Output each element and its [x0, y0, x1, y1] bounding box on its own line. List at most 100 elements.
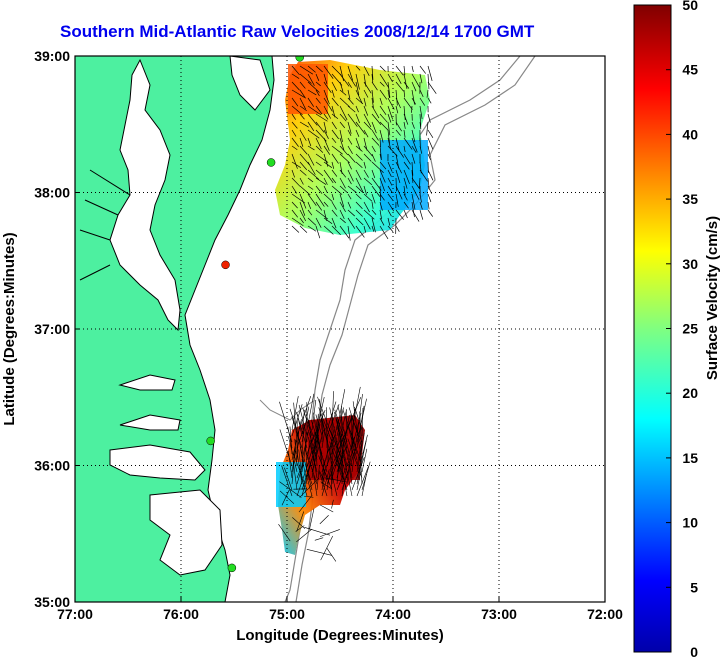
velocity-vector [288, 450, 293, 479]
velocity-vector [296, 451, 303, 485]
velocity-vector [291, 97, 299, 107]
velocity-vector [363, 121, 372, 131]
velocity-vector [371, 177, 382, 191]
velocity-vector [403, 137, 413, 150]
velocity-vector [356, 466, 369, 497]
velocity-vector [347, 161, 352, 170]
velocity-vector [346, 396, 362, 431]
velocity-vector [395, 81, 404, 92]
velocity-vector [347, 89, 351, 100]
velocity-vector [371, 89, 374, 103]
velocity-vector [323, 169, 334, 184]
velocity-vector [411, 177, 420, 190]
velocity-vector [307, 169, 320, 180]
velocity-vector [323, 193, 333, 202]
velocity-vector [395, 161, 402, 174]
velocity-vector [295, 525, 305, 532]
velocity-vector [326, 404, 340, 437]
velocity-vector [403, 145, 406, 152]
velocity-vector [299, 177, 304, 185]
velocity-vector [301, 429, 310, 461]
x-axis-ticks: 77:00 76:00 75:00 74:00 73:00 72:00 [57, 597, 623, 622]
velocity-vector [315, 169, 324, 177]
velocity-vector [426, 89, 429, 98]
velocity-vector [371, 217, 376, 233]
velocity-vector [363, 97, 367, 107]
velocity-vector [387, 169, 392, 177]
velocity-vector [299, 81, 306, 89]
velocity-vector [299, 73, 312, 84]
velocity-vector [361, 448, 368, 473]
velocity-vector [291, 65, 300, 76]
velocity-vector [355, 177, 364, 192]
velocity-vector [296, 511, 305, 532]
isobath-contour-3 [259, 399, 316, 421]
velocity-vector [339, 129, 343, 142]
velocity-vector [293, 453, 308, 491]
velocity-vector [349, 430, 358, 455]
velocity-vector [296, 411, 308, 449]
velocity-vector [427, 73, 430, 90]
velocity-vector [355, 193, 362, 200]
velocity-vector [323, 113, 329, 120]
velocity-vector [288, 436, 298, 473]
velocity-vector [347, 438, 363, 479]
velocity-vector [278, 524, 291, 542]
velocity-vector [379, 217, 385, 226]
velocity-vector [323, 73, 328, 84]
velocity-vector [331, 177, 337, 184]
velocity-vector [305, 414, 318, 449]
velocity-vector [371, 193, 376, 204]
velocity-vector [333, 411, 348, 455]
velocity-vector [387, 105, 393, 120]
velocity-vector [395, 65, 404, 76]
velocity-vector [363, 65, 370, 77]
velocity-vector [356, 468, 362, 491]
velocity-vector [387, 121, 391, 136]
velocity-vector [427, 193, 432, 203]
velocity-vector [298, 404, 308, 437]
velocity-vector [347, 65, 354, 81]
velocity-vector [306, 431, 316, 455]
velocity-vector [339, 153, 350, 164]
velocity-vector [395, 105, 399, 114]
velocity-vector [296, 528, 312, 543]
velocity-vector [299, 225, 308, 233]
velocity-vector [336, 416, 353, 455]
velocity-vector [291, 439, 297, 485]
velocity-vector [329, 407, 338, 443]
velocity-vector [403, 129, 406, 138]
velocity-vector [291, 121, 298, 129]
velocity-vector [307, 137, 312, 147]
velocity-vector [299, 97, 306, 110]
colorbar [633, 4, 672, 653]
velocity-vector [314, 431, 328, 473]
velocity-vector [315, 201, 323, 211]
velocity-vector [363, 81, 372, 94]
river-3 [119, 414, 181, 431]
velocity-vector [304, 527, 331, 536]
velocity-vector [347, 426, 358, 461]
velocity-vector [355, 217, 364, 226]
velocity-vector [403, 177, 408, 189]
velocity-vector [320, 535, 334, 561]
velocity-vector [395, 89, 398, 106]
velocity-vector [345, 409, 348, 437]
velocity-vector [371, 169, 376, 179]
velocity-vector [301, 409, 305, 431]
velocity-vector [347, 201, 352, 209]
velocity-vector [296, 463, 304, 485]
velocity-vector [355, 209, 363, 217]
velocity-vector [419, 201, 423, 210]
velocity-vector [371, 153, 376, 162]
velocity-vector [347, 105, 356, 113]
velocity-vector [323, 81, 332, 93]
velocity-vector [336, 407, 344, 437]
velocity-vector [371, 145, 376, 153]
velocity-vector [387, 113, 392, 123]
velocity-vector [331, 97, 339, 107]
velocity-vector [363, 105, 369, 116]
velocity-vector [379, 89, 388, 100]
velocity-vector [355, 153, 363, 161]
velocity-vector [293, 402, 298, 443]
